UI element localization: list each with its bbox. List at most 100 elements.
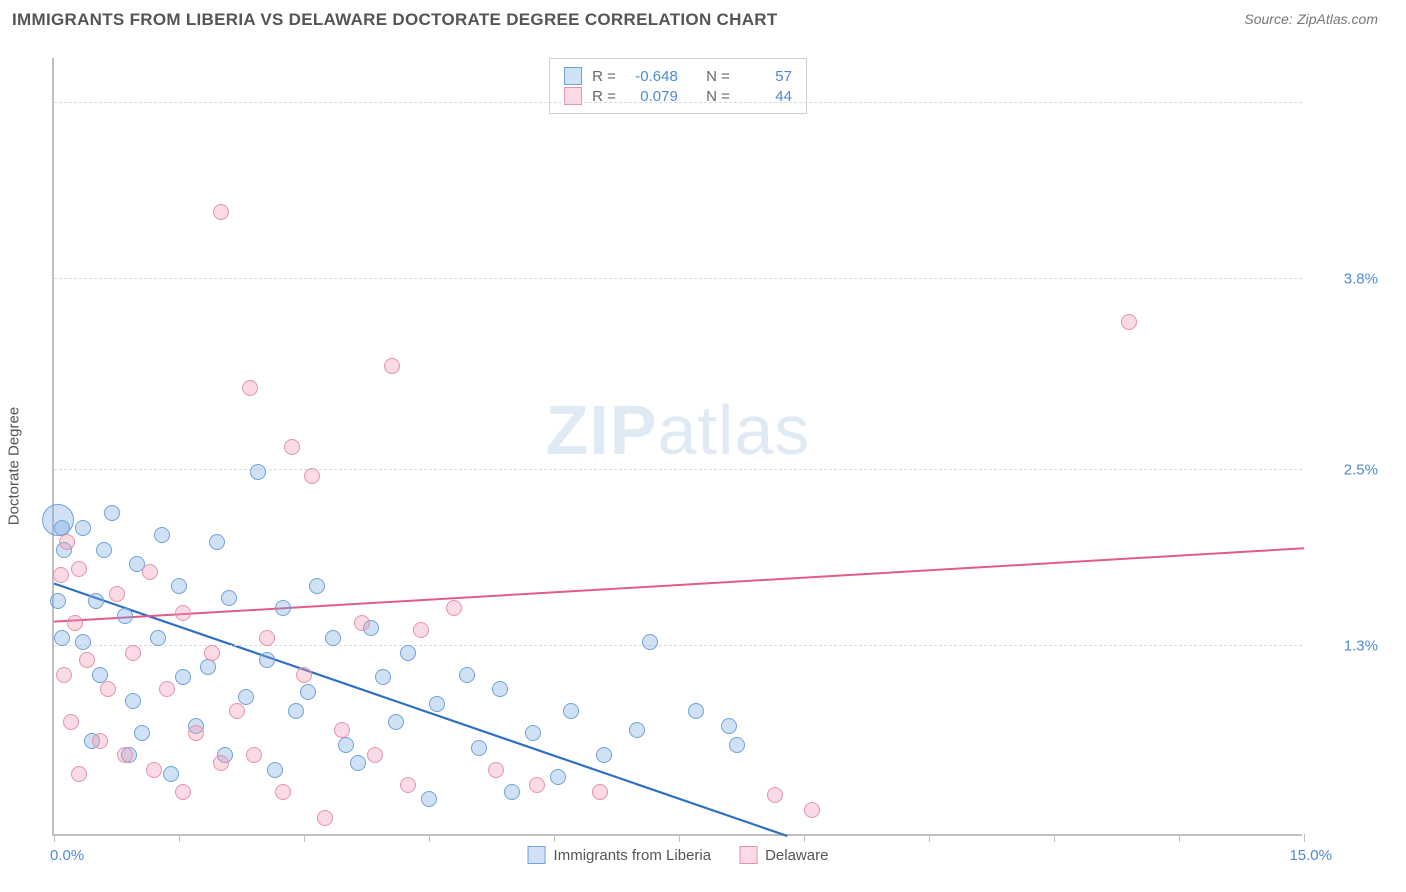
x-axis-min-label: 0.0% — [50, 847, 84, 864]
data-point-liberia — [563, 703, 579, 719]
data-point-delaware — [246, 747, 262, 763]
x-tick — [679, 834, 680, 842]
data-point-delaware — [92, 733, 108, 749]
data-point-delaware — [317, 810, 333, 826]
data-point-delaware — [400, 777, 416, 793]
y-tick-label: 3.8% — [1318, 271, 1378, 288]
data-point-liberia — [350, 755, 366, 771]
data-point-delaware — [204, 645, 220, 661]
data-point-liberia — [54, 630, 70, 646]
data-point-delaware — [1121, 314, 1137, 330]
data-point-liberia — [525, 725, 541, 741]
data-point-liberia — [75, 520, 91, 536]
watermark: ZIPatlas — [546, 390, 811, 470]
data-point-liberia — [338, 737, 354, 753]
data-point-liberia — [50, 593, 66, 609]
legend-item-liberia: Immigrants from Liberia — [528, 846, 712, 864]
data-point-liberia — [171, 578, 187, 594]
data-point-delaware — [71, 766, 87, 782]
data-point-liberia — [471, 740, 487, 756]
data-point-liberia — [75, 634, 91, 650]
data-point-delaware — [175, 605, 191, 621]
data-point-liberia — [309, 578, 325, 594]
legend-item-delaware: Delaware — [739, 846, 828, 864]
data-point-delaware — [259, 630, 275, 646]
data-point-liberia — [267, 762, 283, 778]
data-point-delaware — [142, 564, 158, 580]
data-point-delaware — [67, 615, 83, 631]
data-point-liberia — [221, 590, 237, 606]
data-point-liberia — [92, 667, 108, 683]
y-tick-label: 2.5% — [1318, 462, 1378, 479]
data-point-liberia — [209, 534, 225, 550]
data-point-liberia — [150, 630, 166, 646]
data-point-liberia — [288, 703, 304, 719]
data-point-delaware — [384, 358, 400, 374]
data-point-liberia — [238, 689, 254, 705]
data-point-liberia — [154, 527, 170, 543]
data-point-liberia — [459, 667, 475, 683]
data-point-delaware — [175, 784, 191, 800]
data-point-delaware — [592, 784, 608, 800]
data-point-delaware — [367, 747, 383, 763]
data-point-delaware — [71, 561, 87, 577]
data-point-delaware — [56, 667, 72, 683]
data-point-liberia — [259, 652, 275, 668]
plot-area: ZIPatlas R =-0.648 N =57R =0.079 N =44 I… — [52, 58, 1302, 836]
x-tick — [804, 834, 805, 842]
data-point-delaware — [446, 600, 462, 616]
correlation-legend: R =-0.648 N =57R =0.079 N =44 — [549, 58, 807, 114]
data-point-liberia — [275, 600, 291, 616]
data-point-delaware — [159, 681, 175, 697]
data-point-liberia — [300, 684, 316, 700]
data-point-liberia — [429, 696, 445, 712]
x-tick — [429, 834, 430, 842]
data-point-liberia — [96, 542, 112, 558]
watermark-light: atlas — [658, 391, 811, 469]
x-tick — [54, 834, 55, 842]
data-point-delaware — [229, 703, 245, 719]
data-point-delaware — [334, 722, 350, 738]
data-point-delaware — [188, 725, 204, 741]
data-point-delaware — [59, 534, 75, 550]
source-label: Source: — [1244, 11, 1292, 27]
data-point-delaware — [242, 380, 258, 396]
gridline: 3.8% — [54, 278, 1302, 279]
x-tick — [929, 834, 930, 842]
data-point-delaware — [284, 439, 300, 455]
y-tick-label: 1.3% — [1318, 638, 1378, 655]
data-point-liberia — [504, 784, 520, 800]
data-point-liberia — [596, 747, 612, 763]
x-tick — [179, 834, 180, 842]
data-point-liberia — [325, 630, 341, 646]
legend-swatch-liberia — [564, 67, 582, 85]
data-point-liberia — [54, 520, 70, 536]
data-point-liberia — [375, 669, 391, 685]
data-point-delaware — [275, 784, 291, 800]
x-tick — [1304, 834, 1305, 842]
chart-title: IMMIGRANTS FROM LIBERIA VS DELAWARE DOCT… — [12, 10, 778, 30]
chart-container: Doctorate Degree ZIPatlas R =-0.648 N =5… — [0, 40, 1406, 892]
data-point-liberia — [163, 766, 179, 782]
legend-label-liberia: Immigrants from Liberia — [554, 847, 712, 864]
data-point-liberia — [492, 681, 508, 697]
legend-row-liberia: R =-0.648 N =57 — [564, 67, 792, 85]
legend-n-label: N = — [706, 68, 730, 85]
data-point-delaware — [529, 777, 545, 793]
source-value: ZipAtlas.com — [1297, 11, 1378, 27]
watermark-bold: ZIP — [546, 391, 658, 469]
data-point-liberia — [642, 634, 658, 650]
legend-r-value: -0.648 — [626, 68, 678, 85]
data-point-liberia — [125, 693, 141, 709]
legend-swatch-liberia — [528, 846, 546, 864]
data-point-delaware — [117, 747, 133, 763]
legend-swatch-delaware — [739, 846, 757, 864]
x-tick — [1179, 834, 1180, 842]
data-point-liberia — [117, 608, 133, 624]
data-point-delaware — [125, 645, 141, 661]
data-point-delaware — [413, 622, 429, 638]
data-point-liberia — [134, 725, 150, 741]
data-point-delaware — [213, 755, 229, 771]
y-axis-title: Doctorate Degree — [6, 407, 23, 525]
data-point-delaware — [63, 714, 79, 730]
